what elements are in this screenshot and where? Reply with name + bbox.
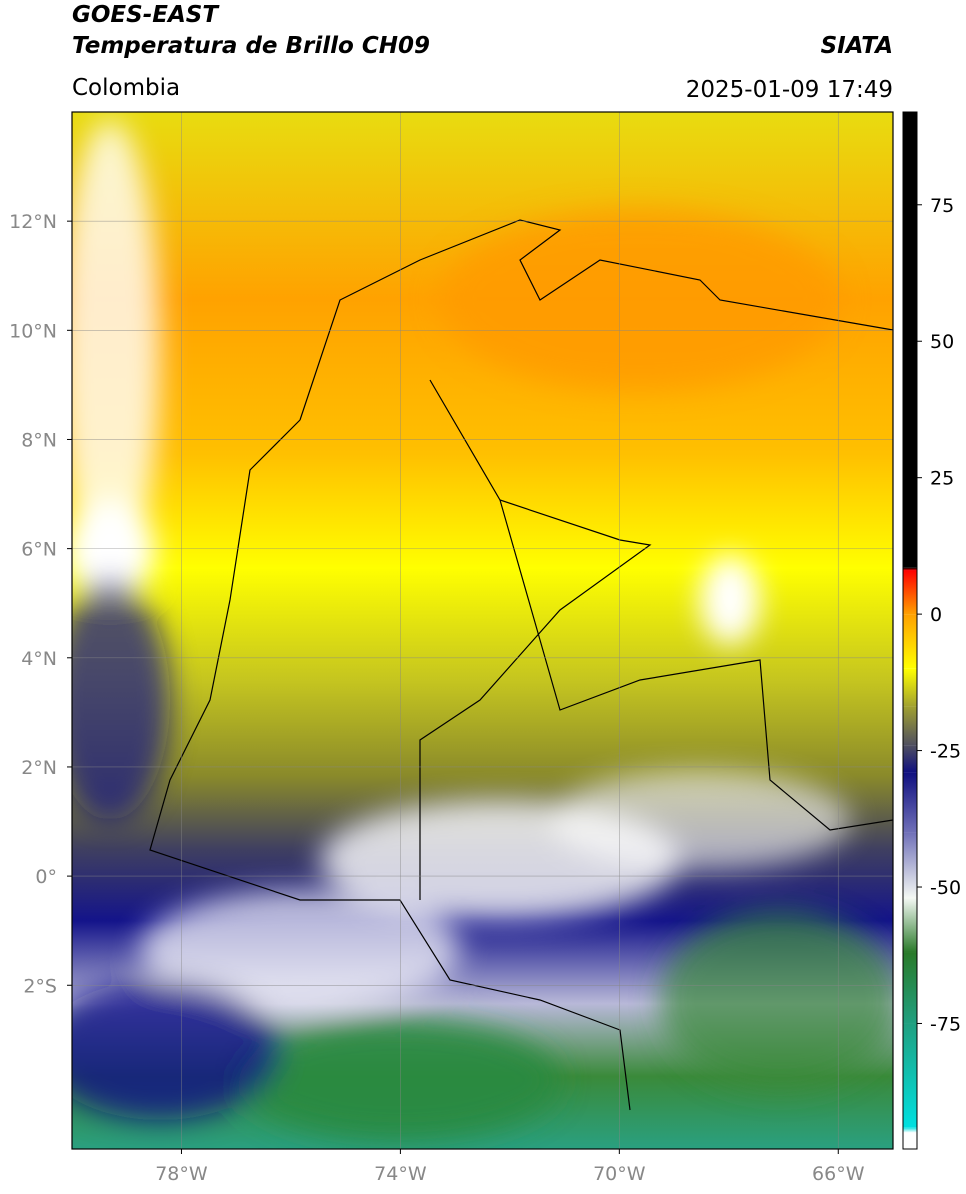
y-tick-label: 10°N	[9, 320, 57, 342]
colorbar-tick-label: -50	[930, 877, 961, 899]
colorbar-tick-label: 25	[930, 468, 954, 490]
x-tick-label: 78°W	[155, 1163, 208, 1185]
colorbar-tick-label: 0	[930, 604, 942, 626]
y-tick-label: 2°S	[23, 975, 57, 997]
colorbar-frame	[902, 111, 918, 1150]
y-tick-label: 4°N	[21, 648, 57, 670]
map-frame	[71, 111, 894, 1150]
datetime: 2025-01-09 17:49	[686, 77, 893, 103]
colorbar-tick-label: -25	[930, 741, 961, 763]
x-tick-label: 66°W	[812, 1163, 865, 1185]
y-tick-label: 0°	[35, 866, 57, 888]
colorbar-segment	[903, 832, 917, 898]
x-tick-label: 70°W	[593, 1163, 646, 1185]
x-tick-label: 74°W	[374, 1163, 427, 1185]
colorbar-segment	[903, 1132, 917, 1149]
colorbar-segment	[903, 614, 917, 669]
y-tick-label: 8°N	[21, 429, 57, 451]
colorbar-segment	[903, 112, 917, 568]
subtitle: Temperatura de Brillo CH09	[72, 33, 430, 59]
colorbar-tick-label: -75	[930, 1013, 961, 1035]
colorbar-segment	[903, 772, 917, 833]
colorbar-segment	[903, 952, 917, 1024]
colorbar-segment	[903, 570, 917, 615]
borders	[149, 219, 893, 1111]
colorbar-segment	[903, 1023, 917, 1128]
y-tick-label: 6°N	[21, 539, 57, 561]
colorbar-tick-label: 50	[930, 331, 954, 353]
colorbar-segment	[903, 897, 917, 953]
colorbar-segment	[903, 668, 917, 707]
satellite-image	[72, 112, 893, 1149]
region: Colombia	[72, 75, 180, 101]
colorbar-tick-label: 75	[930, 195, 954, 217]
title: GOES-EAST	[72, 2, 220, 28]
colorbar-segment	[903, 567, 917, 571]
source: SIATA	[821, 33, 893, 59]
colorbar-segment	[903, 1127, 917, 1133]
colorbar-segment	[903, 706, 917, 746]
colorbar-segment	[903, 745, 917, 773]
y-tick-label: 2°N	[21, 757, 57, 779]
y-tick-label: 12°N	[9, 211, 57, 233]
